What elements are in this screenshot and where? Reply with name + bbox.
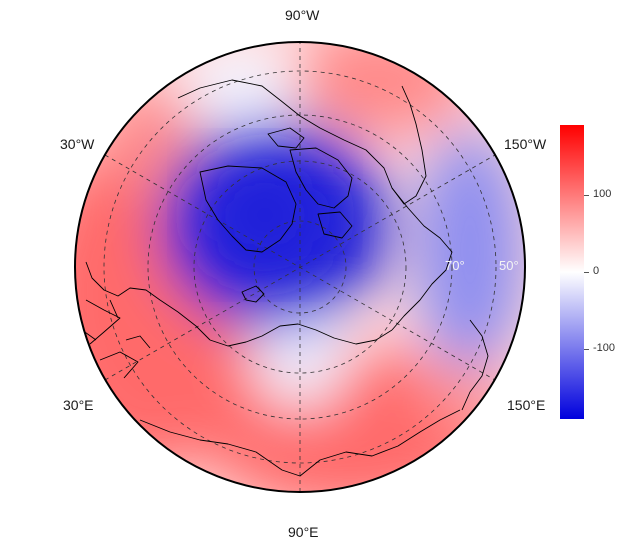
greenland-outline <box>199 165 297 253</box>
north-america-coast <box>177 79 427 205</box>
longitude-label-150E: 150°E <box>507 397 546 413</box>
colorbar-tick-label: 0 <box>593 265 600 277</box>
canadian-archipelago <box>267 127 353 239</box>
colorbar-tick <box>584 194 589 196</box>
colorbar-tick-label: 100 <box>593 187 612 200</box>
meridian-30E-150W <box>104 154 496 381</box>
alaska-coast <box>391 187 453 331</box>
asia-borders <box>139 409 461 477</box>
longitude-label-90W: 90°W <box>285 7 320 23</box>
latitude-circle-50 <box>103 70 497 464</box>
colorbar <box>560 125 584 419</box>
longitude-label-30E: 30°E <box>63 397 94 413</box>
colorbar-tick <box>584 349 589 351</box>
coastlines <box>81 79 489 477</box>
longitude-label-90E: 90°E <box>288 524 319 540</box>
siberia-coast <box>209 323 393 347</box>
colorbar-tick-label: -100 <box>593 342 616 355</box>
east-asia-coast <box>461 319 489 411</box>
longitude-label-30W: 30°W <box>60 136 95 152</box>
latitude-label-70: 70° <box>445 258 465 273</box>
latitude-label-50: 50° <box>499 258 519 273</box>
longitude-label-150W: 150°W <box>504 136 547 152</box>
map-boundary <box>74 41 526 493</box>
scandinavia-coast <box>85 261 211 341</box>
graticule <box>103 42 497 492</box>
europe-borders <box>81 299 151 379</box>
svalbard-outline <box>241 285 265 303</box>
colorbar-tick <box>584 272 589 273</box>
